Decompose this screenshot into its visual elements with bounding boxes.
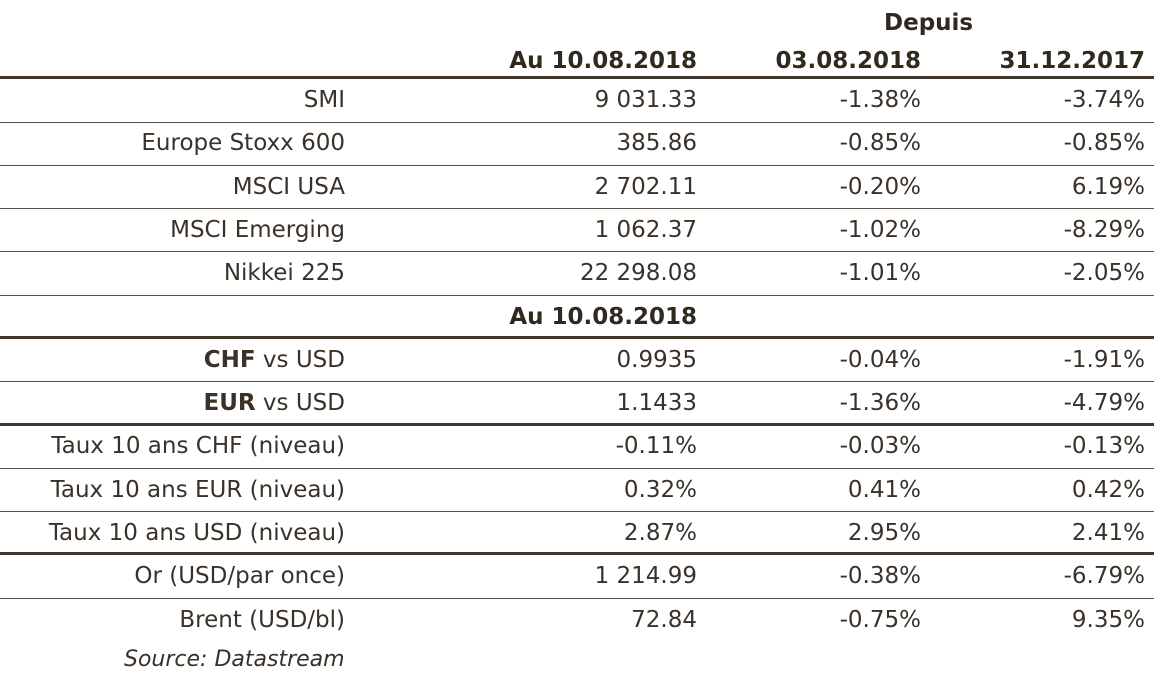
row-change-ytd: 9.35% (1071, 607, 1145, 633)
row-label: MSCI USA (232, 174, 345, 200)
row-change-week: 2.95% (847, 520, 921, 546)
row-label: Or (USD/par once) (134, 563, 345, 589)
currency-pair-rest: vs USD (255, 347, 345, 373)
row-change-week: 0.41% (847, 477, 921, 503)
row-change-ytd: 2.41% (1071, 520, 1145, 546)
source-note: Source: Datastream (124, 647, 345, 672)
row-change-ytd: -6.79% (1063, 563, 1145, 589)
row-change-week: -1.02% (839, 217, 921, 243)
header-col-au: Au 10.08.2018 (509, 48, 697, 74)
row-value: -0.11% (615, 433, 697, 459)
row-change-week: -0.20% (839, 174, 921, 200)
currency-code: CHF (203, 347, 256, 373)
row-change-ytd: -1.91% (1063, 347, 1145, 373)
row-value: 2 702.11 (594, 174, 697, 200)
row-value: 9 031.33 (594, 87, 697, 113)
row-label: Brent (USD/bl) (179, 607, 345, 633)
row-label: EUR vs USD (204, 389, 345, 417)
row-value: 1.1433 (616, 390, 697, 416)
row-value: 385.86 (616, 130, 697, 156)
row-change-week: -1.36% (839, 390, 921, 416)
row-label: CHF vs USD (204, 346, 345, 374)
section-rule (0, 336, 1154, 339)
row-divider (0, 598, 1154, 599)
row-value: 0.9935 (616, 347, 697, 373)
row-divider (0, 122, 1154, 123)
row-change-ytd: -0.85% (1063, 130, 1145, 156)
currency-pair-rest: vs USD (255, 390, 345, 416)
row-change-week: -0.03% (839, 433, 921, 459)
row-divider (0, 295, 1154, 296)
row-divider (0, 468, 1154, 469)
row-label: Nikkei 225 (223, 260, 345, 286)
row-change-week: -0.75% (839, 607, 921, 633)
header-col-3112: 31.12.2017 (999, 48, 1145, 74)
row-divider (0, 165, 1154, 166)
row-divider (0, 208, 1154, 209)
row-divider (0, 251, 1154, 252)
row-label: MSCI Emerging (170, 217, 345, 243)
header-col-0308: 03.08.2018 (775, 48, 921, 74)
row-label: Europe Stoxx 600 (141, 130, 345, 156)
row-value: 2.87% (623, 520, 697, 546)
row-divider (0, 511, 1154, 512)
row-label: Taux 10 ans USD (niveau) (48, 520, 345, 546)
row-change-ytd: -4.79% (1063, 390, 1145, 416)
row-value: 1 214.99 (594, 563, 697, 589)
row-value: 0.32% (623, 477, 697, 503)
row-value: 1 062.37 (594, 217, 697, 243)
row-change-ytd: 0.42% (1071, 477, 1145, 503)
row-change-ytd: -8.29% (1063, 217, 1145, 243)
row-change-ytd: -0.13% (1063, 433, 1145, 459)
row-change-week: -0.04% (839, 347, 921, 373)
section-header-au: Au 10.08.2018 (509, 304, 697, 330)
header-depuis: Depuis (884, 10, 974, 36)
header-rule (0, 76, 1154, 79)
row-label: SMI (303, 87, 345, 113)
row-change-week: -0.38% (839, 563, 921, 589)
row-change-week: -1.38% (839, 87, 921, 113)
row-change-ytd: 6.19% (1071, 174, 1145, 200)
section-rule (0, 552, 1154, 555)
row-change-ytd: -3.74% (1063, 87, 1145, 113)
row-divider (0, 381, 1154, 382)
row-change-week: -0.85% (839, 130, 921, 156)
row-change-ytd: -2.05% (1063, 260, 1145, 286)
currency-code: EUR (203, 390, 256, 416)
row-value: 72.84 (631, 607, 697, 633)
row-change-week: -1.01% (839, 260, 921, 286)
row-label: Taux 10 ans EUR (niveau) (50, 477, 345, 503)
row-label: Taux 10 ans CHF (niveau) (51, 433, 345, 459)
row-value: 22 298.08 (579, 260, 697, 286)
section-rule (0, 423, 1154, 426)
